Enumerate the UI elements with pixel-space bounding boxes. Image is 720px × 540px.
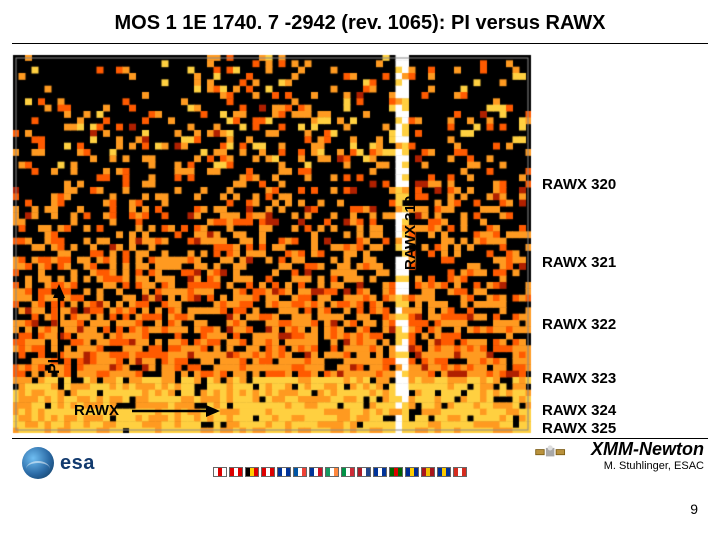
label-rawx325: RAWX 325 <box>542 420 616 437</box>
rawx-arrow <box>130 402 220 420</box>
flag-icon <box>437 467 451 477</box>
esa-logo: esa <box>22 447 95 479</box>
flag-icon <box>229 467 243 477</box>
xmm-block: XMM-Newton M. Stuhlinger, ESAC <box>591 439 704 472</box>
flag-icon <box>453 467 467 477</box>
label-rawx320: RAWX 320 <box>542 176 616 193</box>
flag-icon <box>245 467 259 477</box>
page-title: MOS 1 1E 1740. 7 -2942 (rev. 1065): PI v… <box>0 0 720 43</box>
flag-icon <box>277 467 291 477</box>
scatter-plot <box>12 54 532 434</box>
flag-icon <box>341 467 355 477</box>
member-flags <box>172 467 508 477</box>
flag-icon <box>357 467 371 477</box>
credit: M. Stuhlinger, ESAC <box>591 460 704 472</box>
figure-area: PI RAWX RAWX 319 RAWX 320 RAWX 321 RAWX … <box>12 54 708 434</box>
flag-icon <box>293 467 307 477</box>
page-number: 9 <box>690 501 698 517</box>
esa-globe-icon <box>22 447 54 479</box>
flag-icon <box>213 467 227 477</box>
flag-icon <box>309 467 323 477</box>
flag-icon <box>421 467 435 477</box>
label-rawx324: RAWX 324 <box>542 402 616 419</box>
footer: esa XMM-Newton M. Stuhlinger, ESAC 9 <box>12 439 708 519</box>
flag-icon <box>325 467 339 477</box>
satellite-icon <box>534 439 568 467</box>
pi-arrow <box>50 284 68 364</box>
label-rawx319: RAWX 319 <box>402 196 419 270</box>
xmm-name: XMM-Newton <box>591 439 704 460</box>
label-rawx322: RAWX 322 <box>542 316 616 333</box>
label-rawx323: RAWX 323 <box>542 370 616 387</box>
divider-top <box>12 43 708 44</box>
rawx-axis-label: RAWX <box>74 402 119 419</box>
flag-icon <box>389 467 403 477</box>
pi-axis-label: PI <box>46 359 64 374</box>
esa-text: esa <box>60 452 95 475</box>
flag-icon <box>373 467 387 477</box>
label-rawx321: RAWX 321 <box>542 254 616 271</box>
flag-icon <box>405 467 419 477</box>
flag-icon <box>261 467 275 477</box>
